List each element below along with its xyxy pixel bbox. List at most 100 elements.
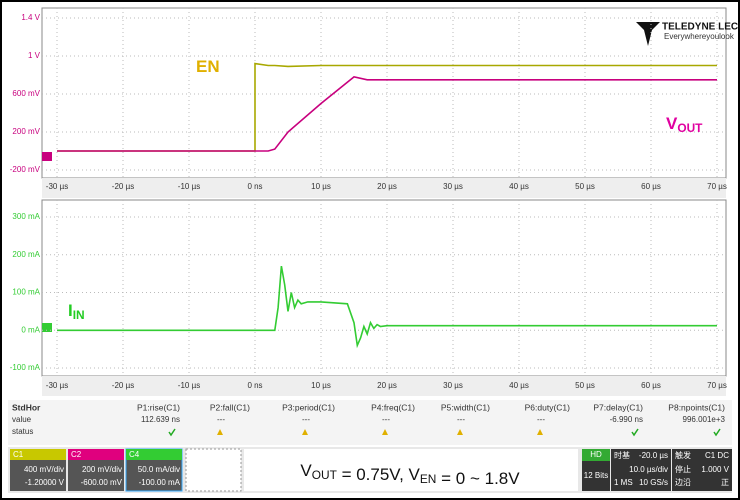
channel-header [126,449,182,460]
channel-scale: 50.0 mA/div [138,465,180,474]
channel-offset: -600.00 mV [81,478,123,487]
channel-name: C2 [71,450,82,459]
text-part: EN [196,57,220,76]
x-tick-label: -10 µs [178,381,200,390]
text-part: I [68,301,73,320]
status-warn [457,429,463,435]
hd: HD [590,450,602,459]
x-tick-label: 60 µs [641,381,661,390]
x-tick-label: 50 µs [575,182,595,191]
axis-band [42,376,726,396]
measurement-table: StdHor P1:rise(C1) P2:fall(C1) P3:period(C1… [8,400,732,445]
table-header: P6:duty(C1) [525,402,571,412]
channel-header [68,449,124,460]
plot-frame-bottom [41,199,727,377]
slope: 正 [721,478,729,487]
table-cell: --- [302,415,310,424]
table-header: P1:rise(C1) [137,402,180,412]
channel-name: C4 [129,450,140,459]
table-header: P4:freq(C1) [371,402,415,412]
table-cell: --- [457,415,465,424]
y-tick-label: 300 mA [12,212,40,221]
table-header: P2:fall(C1) [210,402,250,412]
logo-tagline: Everywhereyoulook [664,32,735,41]
status-warn [302,429,308,435]
channel-offset: -100.00 mA [139,478,181,487]
channel-marker [42,152,52,161]
channel-header [10,449,66,460]
y-tick-label: 600 mV [12,89,40,98]
x-tick-label: 20 µs [377,182,397,191]
bits: 12 Bits [584,471,608,480]
x-tick-label: 20 µs [377,381,397,390]
table-header: P7:delay(C1) [593,402,643,412]
logo-brand: TELEDYNE LECROY [662,22,740,33]
table-cell: -6.990 ns [610,415,643,424]
timebase-box [611,449,671,491]
y-tick-label: -200 mV [10,165,41,174]
level: 1.000 V [701,465,729,474]
x-tick-label: 40 µs [509,182,529,191]
trace [57,62,717,152]
status-ok [713,428,721,437]
status-warn [217,429,223,435]
x-tick-label: -30 µs [46,381,68,390]
y-tick-label: -100 mA [10,363,41,372]
y-tick-label: 1.4 V [21,13,40,22]
text-part: V [666,114,678,133]
plot-frame-top [41,7,727,179]
y-tick-label: 100 mA [12,288,40,297]
status-ok [168,428,176,437]
trace [57,265,717,349]
table-cell: 112.639 ns [141,415,180,424]
channel-marker [42,323,52,332]
table-header: P8:npoints(C1) [668,402,725,412]
y-tick-label: 200 mV [12,127,40,136]
table-cell: --- [217,415,225,424]
x-tick-label: 70 µs [707,182,727,191]
x-tick-label: 50 µs [575,381,595,390]
channel-scale: 200 mV/div [82,465,122,474]
table-header: P5:width(C1) [441,402,490,412]
subscript: EN [420,472,437,486]
table-cell: status [12,427,33,436]
annotation: IIN [68,301,85,322]
table-cell: value [12,415,32,424]
trace [57,76,717,152]
channel-scale: 400 mV/div [24,465,64,474]
table-cell: --- [537,415,545,424]
channel-offset: -1.20000 V [25,478,65,487]
time-div: 10.0 µs/div [629,465,668,474]
x-tick-label: 0 ns [247,182,262,191]
subscript: IN [73,308,85,322]
x-tick-label: 30 µs [443,381,463,390]
x-tick-label: 30 µs [443,182,463,191]
points: 1 MS [614,478,633,487]
status-ok [631,428,639,437]
y-tick-label: 0 mA [21,325,40,334]
status-warn [537,429,543,435]
caption: VOUT = 0.75V, VEN = 0 ~ 1.8V [300,461,520,488]
x-tick-label: -30 µs [46,182,68,191]
trigger-title: 触发 [675,450,691,460]
y-tick-label: 1 V [28,51,41,60]
x-tick-label: 10 µs [311,182,331,191]
delay: -20.0 µs [639,451,668,460]
mode: 停止 [675,464,691,474]
table-bg [8,400,732,445]
y-tick-label: 200 mA [12,250,40,259]
text-part: V [300,461,312,480]
x-tick-label: 0 ns [247,381,262,390]
text-part: = 0 ~ 1.8V [436,469,520,488]
edge: 边沿 [675,477,691,487]
axis-band [42,178,726,198]
status-warn [382,429,388,435]
table-cell: 996.001e+3 [683,415,726,424]
text-part: = 0.75V, V [337,465,421,484]
annotation: VOUT [666,114,703,135]
x-tick-label: 60 µs [641,182,661,191]
x-tick-label: -10 µs [178,182,200,191]
trigger-box [672,449,732,491]
x-tick-label: 40 µs [509,381,529,390]
